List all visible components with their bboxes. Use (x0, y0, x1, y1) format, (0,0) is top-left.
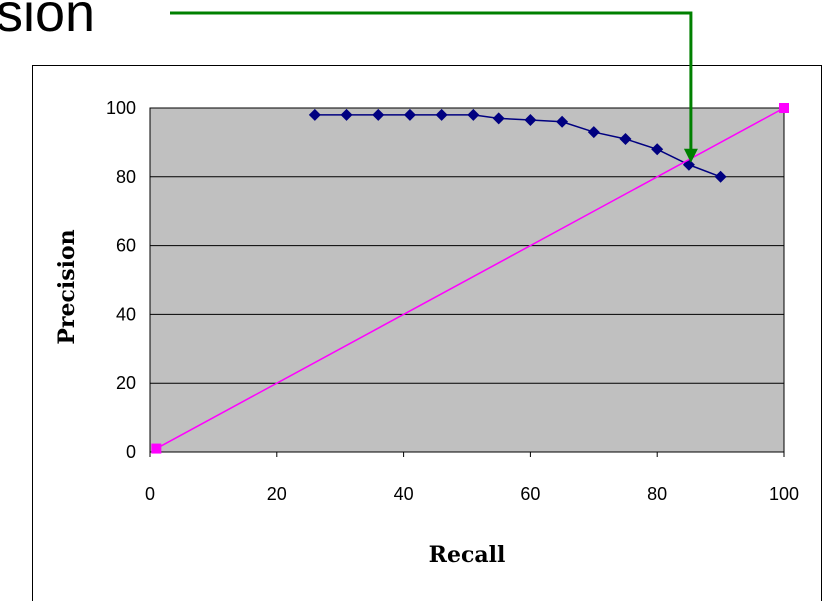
series-layer (151, 103, 789, 454)
x-tick-label-0: 0 (145, 484, 155, 504)
series-0-point-10 (619, 132, 632, 145)
series-0-point-13 (714, 170, 727, 183)
series-1-line (155, 107, 785, 450)
series-1-point-0 (151, 443, 162, 454)
series-0-point-5 (467, 108, 480, 121)
series-0-point-4 (435, 108, 448, 121)
callout-arrow-line (170, 11, 693, 151)
series-0-point-7 (524, 114, 537, 127)
series-0-point-2 (372, 108, 385, 121)
series-0-point-9 (587, 126, 600, 139)
x-tick-label-100: 100 (769, 484, 799, 504)
series-0-point-3 (403, 108, 416, 121)
y-tick-label-20: 20 (116, 373, 136, 393)
page-title: sion (0, 0, 96, 43)
y-tick-label-100: 100 (106, 98, 136, 118)
y-axis-title: Precision (54, 229, 80, 344)
callout-arrow-head (683, 148, 698, 163)
y-tick-label-0: 0 (126, 442, 136, 462)
x-tick-label-20: 20 (267, 484, 287, 504)
x-tick-label-60: 60 (520, 484, 540, 504)
gridlines (149, 107, 785, 457)
series-0-point-1 (340, 108, 353, 121)
series-1-point-1 (779, 103, 789, 113)
series-0-point-11 (651, 143, 664, 156)
x-tick-label-80: 80 (647, 484, 667, 504)
y-tick-label-60: 60 (116, 236, 136, 256)
x-tick-labels: 0 20 40 60 80 100 (145, 484, 799, 504)
series-0-point-8 (556, 115, 569, 128)
series-0-point-6 (492, 112, 505, 125)
y-tick-label-40: 40 (116, 304, 136, 324)
y-tick-labels: 0 20 40 60 80 100 (106, 98, 136, 462)
y-tick-label-80: 80 (116, 167, 136, 187)
x-axis-title: Recall (429, 542, 506, 568)
series-0-point-0 (308, 108, 321, 121)
x-tick-label-40: 40 (394, 484, 414, 504)
